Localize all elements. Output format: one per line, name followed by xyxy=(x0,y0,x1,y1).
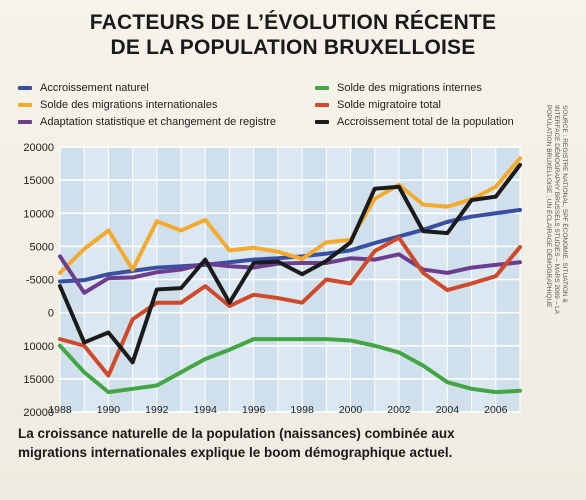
x-tick-label: 1992 xyxy=(145,404,169,416)
series-line-accroissement-total-de-la-population xyxy=(58,162,522,365)
legend-item-adaptation-statistique: Adaptation statistique et changement de … xyxy=(18,116,276,128)
source-note: SOURCE : REGISTRE NATIONAL, SPF ÉCONOMIE… xyxy=(522,105,580,325)
y-tick-label: 5000 xyxy=(30,241,54,253)
series-line-solde-migratoire-total xyxy=(58,235,522,378)
legend-swatch xyxy=(18,103,32,107)
legend-item-solde-migratoire-total: Solde migratoire total xyxy=(315,99,441,111)
y-tick-label: 0 xyxy=(48,308,54,320)
chart-title-line-1: FACTEURS DE L’ÉVOLUTION RÉCENTE xyxy=(89,11,497,34)
legend-swatch xyxy=(315,120,329,124)
chart-title-line-2: DE LA POPULATION BRUXELLOISE xyxy=(110,36,476,59)
y-tick-label: 15000 xyxy=(23,374,54,386)
x-tick-label: 1994 xyxy=(194,404,218,416)
x-tick-label: 2002 xyxy=(387,404,411,416)
legend-label: Solde migratoire total xyxy=(337,99,441,111)
chart-legend: Accroissement naturel Solde des migratio… xyxy=(18,82,578,136)
x-tick-label: 1998 xyxy=(290,404,314,416)
series-line-adaptation-statistique-et-changement-de-registre xyxy=(58,252,522,295)
chart-series-lines xyxy=(58,156,522,395)
legend-swatch xyxy=(315,86,329,90)
y-tick-label: -5000 xyxy=(26,275,54,287)
y-tick-label: 10000 xyxy=(23,341,54,353)
caption-line-1: La croissance naturelle de la population… xyxy=(18,426,455,441)
source-text: SOURCE : REGISTRE NATIONAL, SPF ÉCONOMIE… xyxy=(545,105,568,314)
x-axis: 1988 1990 1992 1994 1996 1998 2000 2002 2004 2006 xyxy=(48,404,507,416)
legend-label: Solde des migrations internes xyxy=(337,82,482,94)
legend-label: Adaptation statistique et changement de … xyxy=(40,116,277,128)
caption-line-2: migrations internationales explique le b… xyxy=(18,445,453,460)
legend-swatch xyxy=(18,120,32,124)
x-tick-label: 2004 xyxy=(436,404,460,416)
legend-item-solde-migrations-internationales: Solde des migrations internationales xyxy=(18,99,217,111)
y-tick-label: 20000 xyxy=(23,407,54,419)
y-tick-label: 10000 xyxy=(23,208,54,220)
y-axis: 20000 15000 10000 5000 -5000 0 10000 15000 20000 xyxy=(23,142,54,419)
chart-title: FACTEURS DE L’ÉVOLUTION RÉCENTE DE LA PO… xyxy=(0,10,586,60)
x-tick-label: 1988 xyxy=(48,404,72,416)
x-tick-label: 2000 xyxy=(339,404,363,416)
series-line-solde-des-migrations-internationales xyxy=(58,156,522,275)
legend-label: Accroissement naturel xyxy=(40,82,149,94)
y-tick-label: 15000 xyxy=(23,175,54,187)
legend-label: Solde des migrations internationales xyxy=(40,99,218,111)
legend-label: Accroissement total de la population xyxy=(337,116,514,128)
y-tick-label: 20000 xyxy=(23,142,54,154)
legend-swatch xyxy=(315,103,329,107)
chart-caption: La croissance naturelle de la population… xyxy=(18,424,578,462)
series-line-solde-des-migrations-internes xyxy=(58,337,522,395)
x-tick-label: 2006 xyxy=(484,404,508,416)
line-chart: 20000 15000 10000 5000 -5000 0 10000 15000 20000… xyxy=(0,135,586,420)
legend-item-accroissement-total: Accroissement total de la population xyxy=(315,116,514,128)
x-tick-label: 1990 xyxy=(97,404,121,416)
x-tick-label: 1996 xyxy=(242,404,266,416)
legend-item-solde-migrations-internes: Solde des migrations internes xyxy=(315,82,482,94)
legend-swatch xyxy=(18,86,32,90)
line-chart-svg: 2000015000100005000-50000100001500020000… xyxy=(23,142,522,419)
legend-item-accroissement-naturel: Accroissement naturel xyxy=(18,82,149,94)
